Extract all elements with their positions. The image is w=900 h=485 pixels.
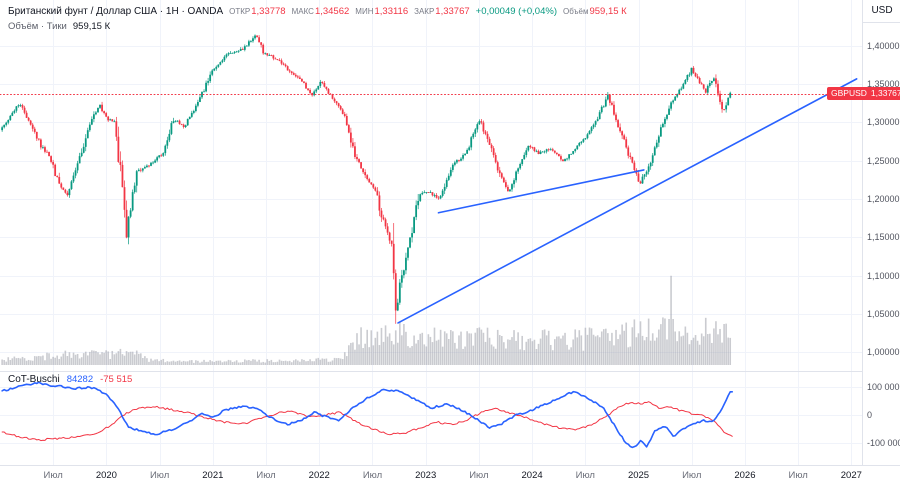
time-axis-label: 2024 [521, 470, 543, 481]
time-axis-label: 2025 [627, 470, 650, 481]
time-axis-label: Июл [149, 470, 170, 481]
cot-red-value: -75 515 [100, 374, 133, 385]
open-value: 1,33778 [251, 6, 286, 17]
volume-indicator-row: Объём · Тики 959,15 К [8, 21, 627, 32]
axis-currency-label[interactable]: USD [863, 0, 900, 23]
cot-blue-value: 84282 [66, 374, 94, 385]
price-badge: GBPUSD 1,33767 [827, 87, 900, 101]
time-axis-label: 2023 [415, 470, 437, 481]
open-label: ОТКР [229, 7, 251, 16]
low-label: МИН [355, 7, 374, 16]
cot-indicator-title[interactable]: CoT-Buschi [8, 374, 60, 385]
time-axis-label: 2021 [202, 470, 224, 481]
price-axis[interactable]: USD 1,40000 1,35000 1,30000 1,25000 1,20000 1… [862, 0, 900, 465]
legend: Британский фунт / Доллар США · 1H · OAND… [8, 6, 627, 32]
close-value: 1,33767 [435, 6, 470, 17]
price-axis-label: 1,25000 [867, 155, 900, 166]
volume-indicator-value: 959,15 К [72, 21, 111, 32]
symbol-title[interactable]: Британский фунт / Доллар США · 1H · OAND… [8, 6, 224, 17]
price-axis-label: 1,10000 [867, 270, 900, 281]
time-axis[interactable]: Июл 2020 Июл 2021 Июл 2022 Июл 2023 Июл 2024 Июл 20… [0, 465, 900, 485]
volume-indicator-title[interactable]: Объём · Тики [8, 21, 67, 32]
change-value: +0,00049 (+0,04%) [475, 6, 557, 17]
cot-axis-label: 0 [867, 410, 873, 420]
price-axis-label: 1,20000 [867, 194, 900, 204]
time-axis-label: Июл [682, 470, 702, 481]
high-label: МАКС [291, 7, 314, 16]
high-value: 1,34562 [314, 6, 350, 17]
time-axis-label: Июл [788, 470, 808, 481]
price-axis-label: 1,05000 [867, 308, 900, 319]
price-axis-label: 1,35000 [867, 79, 900, 90]
time-axis-label: Июл [43, 470, 63, 481]
time-axis-label: 2022 [308, 470, 330, 481]
time-axis-label: Июл [362, 470, 383, 481]
cot-axis-label: -100 000 [867, 438, 900, 448]
price-badge-value: 1,33767 [870, 88, 900, 99]
volume-label: Объём [562, 7, 589, 16]
time-axis-label: 2020 [95, 470, 117, 481]
legend-main-row: Британский фунт / Доллар США · 1H · OAND… [8, 6, 627, 17]
time-axis-label: Июл [575, 470, 595, 481]
price-badge-symbol: GBPUSD [831, 88, 867, 99]
price-axis-label: 1,00000 [867, 347, 900, 358]
price-axis-label: 1,30000 [867, 117, 900, 128]
close-label: ЗАКР [414, 7, 435, 16]
time-axis-label: Июл [469, 470, 489, 481]
volume-value: 959,15 К [589, 6, 627, 17]
low-value: 1,33116 [374, 6, 409, 17]
cot-axis-label: 100 000 [867, 382, 900, 392]
chart-pane-canvas[interactable] [0, 0, 862, 465]
price-axis-label: 1,15000 [867, 232, 900, 243]
price-axis-label: 1,40000 [867, 40, 900, 51]
time-axis-label: 2027 [840, 470, 862, 481]
cot-legend: CoT-Buschi 84282 -75 515 [8, 374, 132, 385]
time-axis-label: Июл [256, 470, 276, 481]
time-axis-label: 2026 [734, 470, 756, 481]
